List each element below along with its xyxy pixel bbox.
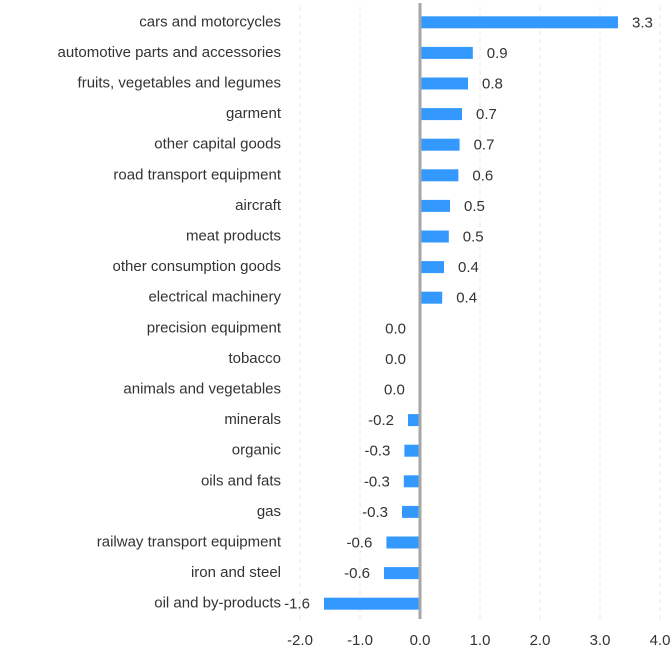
value-label: 0.7 — [476, 106, 497, 123]
value-label: 0.0 — [385, 320, 406, 337]
bar — [384, 567, 420, 580]
value-label: 0.4 — [458, 259, 479, 276]
value-label: 3.3 — [632, 14, 653, 31]
y-tick-label: oil and by-products — [154, 595, 281, 612]
bar — [403, 475, 420, 488]
x-tick-label: -1.0 — [347, 632, 373, 649]
y-tick-label: gas — [257, 503, 281, 520]
y-tick-label: meat products — [186, 227, 281, 244]
bar — [420, 291, 443, 304]
bar — [420, 138, 460, 151]
bar — [420, 16, 618, 29]
value-label: 0.6 — [472, 167, 493, 184]
value-label: -0.2 — [368, 412, 394, 429]
x-tick-label: 2.0 — [530, 632, 551, 649]
y-tick-label: cars and motorcycles — [139, 13, 281, 30]
y-tick-label: tobacco — [228, 350, 281, 367]
y-tick-label: other capital goods — [154, 136, 281, 153]
x-tick-label: 0.0 — [410, 632, 431, 649]
y-tick-label: fruits, vegetables and legumes — [78, 74, 281, 91]
x-tick-label: 3.0 — [590, 632, 611, 649]
value-label: 0.9 — [487, 45, 508, 62]
y-tick-label: precision equipment — [147, 319, 282, 336]
value-label: -0.6 — [347, 534, 373, 551]
bar — [324, 597, 420, 610]
bar — [420, 261, 444, 274]
bar — [420, 230, 449, 243]
y-tick-label: railway transport equipment — [97, 533, 282, 550]
bar — [420, 169, 459, 182]
value-label: -0.3 — [362, 504, 388, 521]
value-label: 0.4 — [456, 290, 477, 307]
bar — [420, 199, 450, 212]
value-label: 0.8 — [482, 75, 503, 92]
bar — [408, 414, 420, 427]
y-tick-label: minerals — [224, 411, 281, 428]
value-label: -1.6 — [284, 596, 310, 613]
value-label: -0.6 — [344, 565, 370, 582]
value-label: 0.5 — [463, 228, 484, 245]
y-tick-label: animals and vegetables — [123, 380, 281, 397]
bar — [404, 444, 420, 457]
value-label: 0.7 — [474, 137, 495, 154]
x-tick-label: 1.0 — [470, 632, 491, 649]
y-tick-label: oils and fats — [201, 472, 281, 489]
y-tick-label: other consumption goods — [113, 258, 281, 275]
bar — [420, 108, 462, 121]
bar — [420, 46, 473, 59]
bar — [402, 505, 420, 518]
y-tick-label: organic — [232, 442, 282, 459]
value-label: -0.3 — [364, 473, 390, 490]
x-tick-label: -2.0 — [287, 632, 313, 649]
x-tick-label: 4.0 — [650, 632, 671, 649]
value-label: 0.0 — [384, 381, 405, 398]
bar — [386, 536, 420, 549]
y-tick-label: electrical machinery — [148, 289, 281, 306]
y-tick-label: aircraft — [235, 197, 282, 214]
value-label: 0.5 — [464, 198, 485, 215]
bar — [420, 77, 468, 90]
y-tick-label: road transport equipment — [113, 166, 281, 183]
value-label: -0.3 — [365, 443, 391, 460]
value-label: 0.0 — [385, 351, 406, 368]
y-tick-label: iron and steel — [191, 564, 281, 581]
y-tick-label: garment — [226, 105, 282, 122]
y-tick-label: automotive parts and accessories — [58, 44, 281, 61]
